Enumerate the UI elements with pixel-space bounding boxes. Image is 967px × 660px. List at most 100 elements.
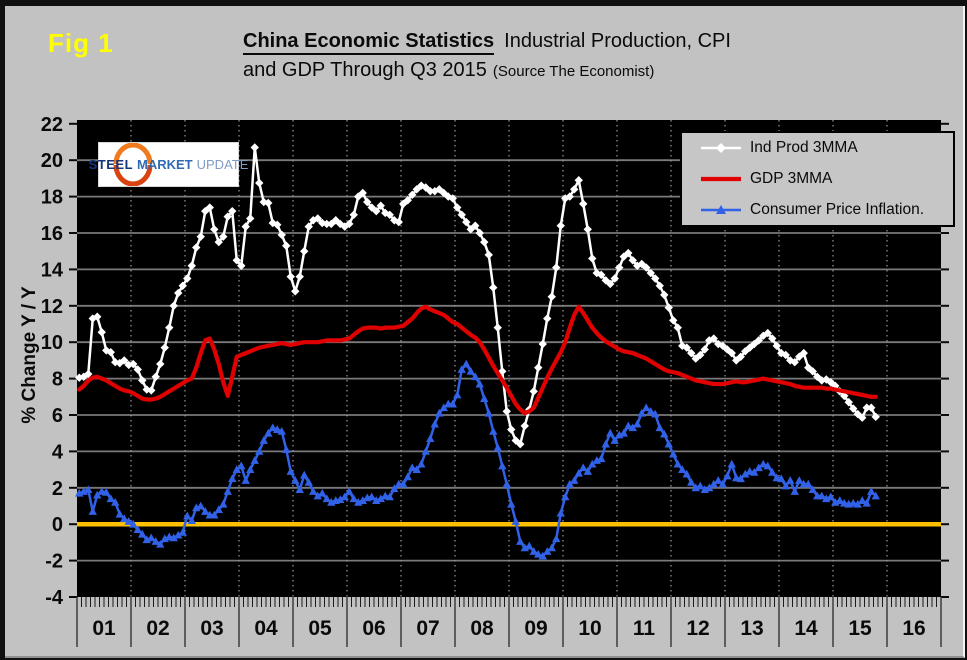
series-marker-consumer-price-inflation xyxy=(313,491,322,500)
series-marker-ind-prod-3mma xyxy=(196,232,205,241)
series-marker-consumer-price-inflation xyxy=(385,492,394,501)
series-marker-ind-prod-3mma xyxy=(322,219,331,229)
series-marker-consumer-price-inflation xyxy=(471,372,480,381)
series-marker-ind-prod-3mma xyxy=(552,263,561,272)
series-marker-ind-prod-3mma xyxy=(255,178,264,188)
series-marker-ind-prod-3mma xyxy=(790,358,799,367)
series-marker-ind-prod-3mma xyxy=(588,254,597,263)
series-marker-consumer-price-inflation xyxy=(696,481,705,490)
series-marker-consumer-price-inflation xyxy=(808,485,817,494)
x-year-label: 11 xyxy=(633,617,656,640)
series-marker-ind-prod-3mma xyxy=(291,287,300,296)
series-marker-consumer-price-inflation xyxy=(862,498,871,507)
series-marker-ind-prod-3mma xyxy=(246,214,255,223)
series-marker-ind-prod-3mma xyxy=(205,203,214,212)
series-marker-consumer-price-inflation xyxy=(543,547,552,555)
title-line-2: and GDP Through Q3 2015 (Source The Econo… xyxy=(243,56,893,86)
series-marker-ind-prod-3mma xyxy=(871,412,880,422)
series-marker-ind-prod-3mma xyxy=(520,421,529,431)
series-marker-consumer-price-inflation xyxy=(736,474,745,483)
y-tick-label: -2 xyxy=(45,551,63,573)
logo-text: STEEL MARKET UPDATE xyxy=(89,143,249,186)
series-marker-consumer-price-inflation xyxy=(304,477,313,486)
y-tick-label: 0 xyxy=(52,514,63,536)
series-marker-ind-prod-3mma xyxy=(304,222,313,231)
series-marker-consumer-price-inflation xyxy=(336,495,345,504)
x-year-label: 15 xyxy=(848,617,872,640)
series-marker-consumer-price-inflation xyxy=(232,465,241,473)
series-marker-ind-prod-3mma xyxy=(408,190,417,199)
series-marker-consumer-price-inflation xyxy=(781,481,790,490)
series-marker-ind-prod-3mma xyxy=(313,214,322,223)
series-marker-consumer-price-inflation xyxy=(453,390,462,399)
series-marker-consumer-price-inflation xyxy=(129,519,138,528)
series-marker-consumer-price-inflation xyxy=(273,425,282,433)
legend-item-cpi: Consumer Price Inflation. xyxy=(700,197,953,223)
series-marker-ind-prod-3mma xyxy=(178,281,187,290)
series-line-ind-prod-3mma xyxy=(78,146,877,446)
series-marker-consumer-price-inflation xyxy=(322,494,331,503)
series-marker-consumer-price-inflation xyxy=(606,428,615,437)
series-marker-consumer-price-inflation xyxy=(412,465,421,473)
series-marker-consumer-price-inflation xyxy=(421,447,430,455)
series-marker-consumer-price-inflation xyxy=(120,514,129,523)
series-marker-consumer-price-inflation xyxy=(741,469,750,478)
series-marker-consumer-price-inflation xyxy=(678,465,687,473)
logo-word-update: UPDATE xyxy=(196,157,249,172)
series-marker-ind-prod-3mma xyxy=(124,360,133,370)
series-marker-ind-prod-3mma xyxy=(142,385,151,394)
series-marker-ind-prod-3mma xyxy=(457,210,466,219)
series-marker-ind-prod-3mma xyxy=(655,281,664,290)
series-marker-ind-prod-3mma xyxy=(201,206,210,216)
series-marker-ind-prod-3mma xyxy=(165,323,174,332)
series-marker-ind-prod-3mma xyxy=(345,219,354,229)
series-marker-ind-prod-3mma xyxy=(160,343,169,352)
series-marker-consumer-price-inflation xyxy=(403,472,412,481)
series-marker-consumer-price-inflation xyxy=(867,487,876,495)
series-marker-ind-prod-3mma xyxy=(403,196,412,205)
series-marker-ind-prod-3mma xyxy=(642,263,651,272)
series-marker-ind-prod-3mma xyxy=(237,261,246,270)
series-marker-ind-prod-3mma xyxy=(606,279,615,289)
series-marker-consumer-price-inflation xyxy=(115,509,124,518)
series-marker-consumer-price-inflation xyxy=(286,467,295,475)
series-marker-consumer-price-inflation xyxy=(718,479,727,488)
series-marker-ind-prod-3mma xyxy=(192,243,201,252)
series-marker-consumer-price-inflation xyxy=(147,533,156,542)
series-marker-consumer-price-inflation xyxy=(268,423,277,432)
series-marker-consumer-price-inflation xyxy=(318,488,327,497)
series-marker-consumer-price-inflation xyxy=(525,541,534,550)
series-marker-consumer-price-inflation xyxy=(853,499,862,508)
series-marker-consumer-price-inflation xyxy=(597,454,606,463)
series-marker-consumer-price-inflation xyxy=(88,507,97,515)
series-marker-ind-prod-3mma xyxy=(372,206,381,216)
series-marker-ind-prod-3mma xyxy=(709,334,718,343)
series-marker-consumer-price-inflation xyxy=(754,463,763,472)
series-marker-consumer-price-inflation xyxy=(768,467,777,476)
x-year-label: 06 xyxy=(362,617,385,640)
series-marker-consumer-price-inflation xyxy=(277,426,286,435)
series-marker-consumer-price-inflation xyxy=(138,529,147,538)
series-marker-ind-prod-3mma xyxy=(426,186,435,196)
legend-label-cpi: Consumer Price Inflation. xyxy=(750,200,925,218)
y-tick-label: 16 xyxy=(41,223,63,245)
series-marker-ind-prod-3mma xyxy=(120,356,129,365)
series-marker-ind-prod-3mma xyxy=(106,348,115,357)
series-marker-ind-prod-3mma xyxy=(556,221,565,230)
legend-box: Ind Prod 3MMA GDP 3MMA Consumer Price In… xyxy=(680,131,955,227)
series-marker-ind-prod-3mma xyxy=(129,359,138,369)
series-marker-ind-prod-3mma xyxy=(421,183,430,192)
series-marker-ind-prod-3mma xyxy=(462,217,471,227)
series-marker-ind-prod-3mma xyxy=(543,314,552,323)
series-marker-consumer-price-inflation xyxy=(345,487,354,495)
series-marker-ind-prod-3mma xyxy=(516,439,525,449)
series-marker-ind-prod-3mma xyxy=(489,283,498,292)
series-marker-consumer-price-inflation xyxy=(498,461,507,470)
series-marker-consumer-price-inflation xyxy=(295,485,304,494)
series-marker-consumer-price-inflation xyxy=(651,409,660,418)
series-marker-ind-prod-3mma xyxy=(534,363,543,372)
series-marker-consumer-price-inflation xyxy=(493,443,502,452)
series-marker-ind-prod-3mma xyxy=(174,288,183,298)
series-marker-consumer-price-inflation xyxy=(637,408,646,417)
